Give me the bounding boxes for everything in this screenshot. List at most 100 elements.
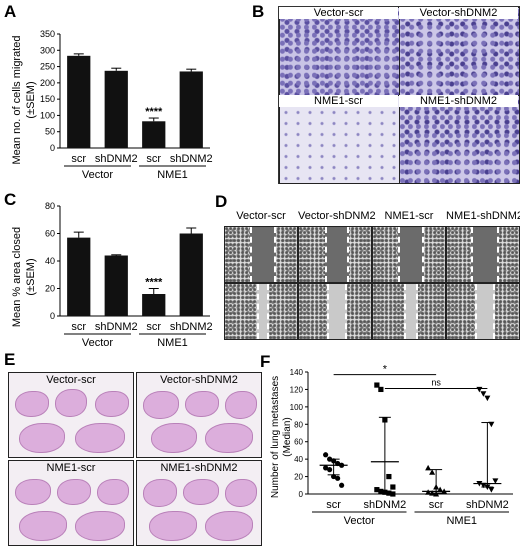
scratch-image	[372, 226, 446, 283]
chart-a-group-label: NME1	[157, 169, 188, 181]
chart-a-bar	[179, 71, 203, 148]
chart-f-point	[425, 489, 432, 495]
chart-f-sig-label: *	[383, 364, 388, 376]
chart-f-point	[429, 469, 436, 475]
chart-c-ytick-label: 60	[45, 229, 55, 239]
chart-f-point	[335, 475, 341, 481]
scratch-wound	[475, 284, 495, 339]
chart-f-point	[327, 467, 333, 473]
micrograph-nme1-scr	[279, 95, 400, 184]
chart-c-category-label: shDNM2	[170, 321, 213, 333]
chart-c-bar	[67, 237, 91, 316]
chart-c-category-label: scr	[71, 321, 86, 333]
chart-f-point	[374, 382, 380, 388]
scratch-wound	[471, 227, 499, 282]
he-section-nme1-shdnm2: NME1-shDNM2	[136, 460, 262, 546]
chart-a-ytick-label: 300	[40, 45, 55, 55]
chart-f-point	[484, 484, 491, 491]
scratch-image	[446, 226, 520, 283]
chart-f-ytick-label: 140	[290, 368, 304, 377]
chart-a-category-label: scr	[146, 153, 161, 165]
chart-a-bar	[142, 121, 166, 148]
chart-f-point	[386, 490, 392, 496]
scratch-wound	[257, 284, 269, 339]
chart-c-bar	[142, 294, 166, 316]
chart-f-ytick-label: 100	[290, 403, 304, 412]
chart-f-point	[441, 488, 448, 494]
scratch-image	[446, 283, 520, 340]
micrograph-vector-scr	[279, 7, 400, 97]
chart-f-point	[327, 456, 333, 462]
caption-e-vector-scr: Vector-scr	[46, 374, 96, 386]
caption-e-nme1-scr: NME1-scr	[46, 462, 96, 474]
caption-d-vector-scr: Vector-scr	[236, 210, 286, 222]
chart-a-ytick-label: 50	[45, 127, 55, 137]
chart-f-ytick-label: 60	[294, 438, 303, 447]
chart-f-point	[335, 460, 341, 467]
chart-a-ytick-label: 350	[40, 29, 55, 39]
chart-f-ytick-label: 20	[294, 473, 303, 482]
scratch-image	[224, 226, 298, 283]
panel-d-grid: Vector-scr Vector-shDNM2 NME1-scr NME1-s…	[224, 210, 520, 340]
he-section-vector-scr: Vector-scr	[8, 372, 134, 458]
scratch-wound	[327, 284, 347, 339]
chart-f-point	[323, 465, 329, 471]
chart-f-point	[433, 491, 440, 497]
chart-f-point	[390, 491, 396, 497]
panel-label-d: D	[215, 192, 228, 211]
he-section-nme1-scr: NME1-scr	[8, 460, 134, 546]
chart-f-point	[488, 421, 495, 428]
chart-f-group-label: NME1	[446, 515, 477, 527]
chart-f-group-label: Vector	[344, 515, 376, 527]
panel-b-grid: Vector-scr Vector-shDNM2 NME1-scr NME1-s…	[278, 6, 520, 184]
chart-f-ytick-label: 120	[290, 385, 304, 394]
scratch-wound	[325, 227, 349, 282]
chart-f-category-label: shDNM2	[466, 499, 509, 511]
chart-f-ytick-label: 40	[294, 455, 303, 464]
chart-f-point	[484, 395, 491, 402]
chart-f-category-label: shDNM2	[363, 499, 406, 511]
he-section-vector-shdnm2: Vector-shDNM2	[136, 372, 262, 458]
chart-f-point	[476, 481, 483, 487]
scratch-image	[298, 226, 372, 283]
chart-a-annotation: ****	[145, 106, 163, 118]
chart-f-point	[480, 391, 487, 397]
chart-c-ytick-label: 40	[45, 256, 55, 266]
chart-f-point	[378, 386, 384, 393]
chart-c-group-label: NME1	[157, 337, 188, 349]
caption-d-nme1-scr: NME1-scr	[384, 210, 434, 222]
chart-f-point	[492, 478, 499, 484]
chart-c-bar	[104, 255, 128, 316]
panel-e-grid: Vector-scr Vector-shDNM2 NME1-scr NME1-s…	[8, 372, 262, 546]
chart-a-ylabel-2: (±SEM)	[25, 81, 37, 118]
chart-c-ytick-label: 0	[50, 311, 55, 321]
chart-f-category-label: scr	[326, 499, 341, 511]
chart-f-point	[386, 473, 392, 480]
chart-a-ytick-label: 250	[40, 62, 55, 72]
chart-f-point	[488, 487, 495, 493]
chart-a-category-label: scr	[71, 153, 86, 165]
chart-f-point	[480, 482, 487, 489]
chart-f-ytick-label: 80	[294, 420, 303, 429]
chart-c-ylabel-2: (±SEM)	[25, 258, 37, 295]
chart-c-ytick-label: 80	[45, 202, 55, 211]
chart-f-ylabel-2: (Median)	[282, 417, 293, 456]
chart-f-point	[382, 489, 388, 495]
chart-a-category-label: shDNM2	[95, 153, 138, 165]
panel-label-b: B	[252, 2, 265, 21]
chart-f-point	[339, 482, 345, 488]
caption-b-nme1-shdnm2: NME1-shDNM2	[399, 95, 518, 107]
chart-f-point	[382, 417, 388, 423]
chart-a-bar	[67, 55, 91, 148]
caption-b-nme1-scr: NME1-scr	[279, 95, 398, 107]
chart-f-metastases: Number of lung metastases (Median) 0 20 40…	[270, 364, 513, 527]
chart-f-point	[339, 462, 345, 468]
chart-c-category-label: shDNM2	[95, 321, 138, 333]
chart-f-ytick-label: 0	[299, 490, 304, 499]
chart-f-point	[433, 484, 440, 490]
panel-label-f: F	[260, 352, 271, 371]
chart-f-point	[390, 484, 396, 490]
chart-f-sig-label: ns	[431, 378, 441, 388]
scratch-image	[298, 283, 372, 340]
